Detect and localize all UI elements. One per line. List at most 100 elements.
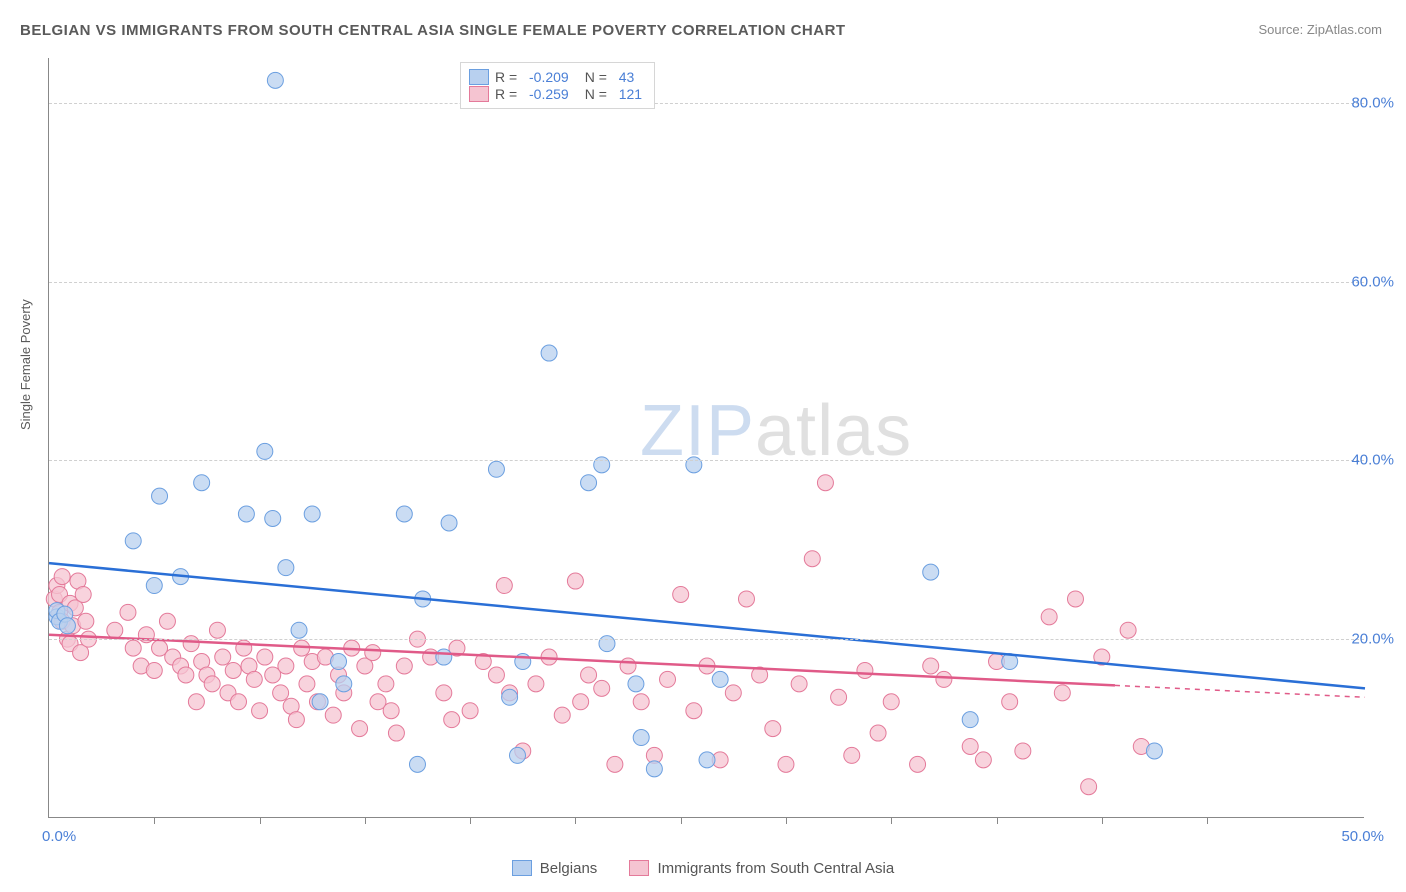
gridline bbox=[49, 460, 1364, 461]
y-tick-label: 60.0% bbox=[1351, 273, 1394, 290]
data-point bbox=[831, 689, 847, 705]
x-tick bbox=[1207, 817, 1208, 824]
data-point bbox=[975, 752, 991, 768]
chart-title: BELGIAN VS IMMIGRANTS FROM SOUTH CENTRAL… bbox=[20, 22, 846, 39]
data-point bbox=[75, 586, 91, 602]
data-point bbox=[496, 578, 512, 594]
x-tick bbox=[681, 817, 682, 824]
swatch-belgians bbox=[469, 69, 489, 85]
legend-r-value-0: -0.209 bbox=[529, 69, 569, 85]
data-point bbox=[388, 725, 404, 741]
source-attribution: Source: ZipAtlas.com bbox=[1258, 22, 1382, 37]
x-tick bbox=[997, 817, 998, 824]
data-point bbox=[178, 667, 194, 683]
data-point bbox=[59, 618, 75, 634]
data-point bbox=[291, 622, 307, 638]
data-point bbox=[257, 649, 273, 665]
gridline bbox=[49, 103, 1364, 104]
gridline bbox=[49, 639, 1364, 640]
data-point bbox=[567, 573, 583, 589]
data-point bbox=[336, 676, 352, 692]
legend-item-immigrants: Immigrants from South Central Asia bbox=[629, 860, 894, 877]
data-point bbox=[581, 667, 597, 683]
data-point bbox=[78, 613, 94, 629]
data-point bbox=[312, 694, 328, 710]
data-point bbox=[910, 756, 926, 772]
data-point bbox=[444, 712, 460, 728]
data-point bbox=[383, 703, 399, 719]
data-point bbox=[252, 703, 268, 719]
data-point bbox=[246, 671, 262, 687]
data-point bbox=[146, 578, 162, 594]
data-point bbox=[125, 640, 141, 656]
x-axis-max-label: 50.0% bbox=[1341, 828, 1384, 845]
data-point bbox=[1120, 622, 1136, 638]
data-point bbox=[791, 676, 807, 692]
data-point bbox=[152, 488, 168, 504]
data-point bbox=[278, 560, 294, 576]
legend-row-belgians: R = -0.209 N = 43 bbox=[469, 69, 642, 85]
data-point bbox=[1015, 743, 1031, 759]
data-point bbox=[607, 756, 623, 772]
data-point bbox=[502, 689, 518, 705]
legend-label: Belgians bbox=[540, 860, 598, 877]
data-point bbox=[1054, 685, 1070, 701]
legend-label: Immigrants from South Central Asia bbox=[657, 860, 894, 877]
legend-item-belgians: Belgians bbox=[512, 860, 598, 877]
data-point bbox=[1002, 694, 1018, 710]
correlation-legend: R = -0.209 N = 43 R = -0.259 N = 121 bbox=[460, 62, 655, 109]
legend-r-label: R = bbox=[495, 69, 523, 85]
data-point bbox=[554, 707, 570, 723]
data-point bbox=[673, 586, 689, 602]
data-point bbox=[686, 703, 702, 719]
data-point bbox=[778, 756, 794, 772]
data-point bbox=[225, 662, 241, 678]
swatch-immigrants bbox=[629, 860, 649, 876]
data-point bbox=[267, 72, 283, 88]
data-point bbox=[120, 604, 136, 620]
data-point bbox=[594, 680, 610, 696]
data-point bbox=[738, 591, 754, 607]
data-point bbox=[378, 676, 394, 692]
data-point bbox=[488, 461, 504, 477]
data-point bbox=[278, 658, 294, 674]
x-tick bbox=[154, 817, 155, 824]
legend-n-label: N = bbox=[585, 86, 613, 102]
x-tick bbox=[470, 817, 471, 824]
data-point bbox=[352, 721, 368, 737]
data-point bbox=[594, 457, 610, 473]
data-point bbox=[1067, 591, 1083, 607]
data-point bbox=[646, 761, 662, 777]
x-tick bbox=[575, 817, 576, 824]
data-point bbox=[125, 533, 141, 549]
data-point bbox=[599, 636, 615, 652]
y-tick-label: 40.0% bbox=[1351, 452, 1394, 469]
data-point bbox=[231, 694, 247, 710]
legend-n-value-1: 121 bbox=[619, 86, 642, 102]
swatch-immigrants bbox=[469, 86, 489, 102]
legend-row-immigrants: R = -0.259 N = 121 bbox=[469, 86, 642, 102]
data-point bbox=[107, 622, 123, 638]
chart-plot-area bbox=[48, 58, 1364, 818]
data-point bbox=[817, 475, 833, 491]
x-tick bbox=[891, 817, 892, 824]
data-point bbox=[628, 676, 644, 692]
data-point bbox=[257, 443, 273, 459]
data-point bbox=[712, 671, 728, 687]
trend-line-extrapolated bbox=[1115, 685, 1365, 697]
y-tick-label: 20.0% bbox=[1351, 631, 1394, 648]
swatch-belgians bbox=[512, 860, 532, 876]
data-point bbox=[204, 676, 220, 692]
data-point bbox=[441, 515, 457, 531]
data-point bbox=[325, 707, 341, 723]
data-point bbox=[409, 756, 425, 772]
data-point bbox=[620, 658, 636, 674]
data-point bbox=[436, 685, 452, 701]
data-point bbox=[146, 662, 162, 678]
data-point bbox=[396, 506, 412, 522]
y-tick-label: 80.0% bbox=[1351, 94, 1394, 111]
data-point bbox=[299, 676, 315, 692]
gridline bbox=[49, 282, 1364, 283]
data-point bbox=[1146, 743, 1162, 759]
data-point bbox=[159, 613, 175, 629]
